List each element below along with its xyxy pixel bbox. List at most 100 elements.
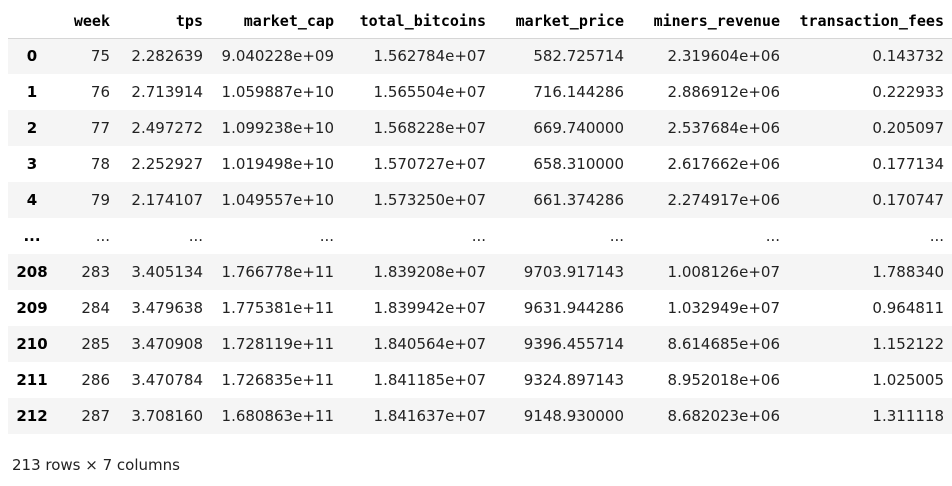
column-header-market-price: market_price — [494, 4, 632, 39]
cell-market-price: 582.725714 — [533, 47, 624, 66]
table-row: 4 79 2.174107 1.049557e+10 1.573250e+07 661.3… — [8, 182, 952, 218]
cell-transaction-fees: 0.143732 — [872, 47, 944, 66]
cell-market-cap: 1.019498e+10 — [221, 155, 334, 173]
cell-transaction-fees: 1.311118 — [872, 407, 944, 425]
cell-market-cap: 9.040228e+09 — [221, 47, 334, 66]
table-shape-note: 213 rows × 7 columns — [12, 456, 180, 474]
cell-market-price: ... — [609, 227, 624, 245]
row-index: 4 — [26, 191, 38, 209]
cell-market-cap: 1.680863e+11 — [221, 407, 334, 425]
index-header — [8, 4, 56, 39]
row-index: 212 — [16, 407, 48, 425]
row-index: 211 — [16, 371, 48, 389]
cell-week: 285 — [81, 335, 110, 353]
cell-week: 283 — [81, 263, 110, 281]
table-row: 211 286 3.470784 1.726835e+11 1.841185e+07 93… — [8, 362, 952, 398]
header-row: week tps market_cap total_bitcoins marke… — [8, 4, 952, 39]
cell-miners-revenue: 1.032949e+07 — [667, 299, 780, 317]
row-index: 0 — [26, 47, 38, 66]
column-header-transaction-fees: transaction_fees — [788, 4, 952, 39]
table-row: 209 284 3.479638 1.775381e+11 1.839942e+07 96… — [8, 290, 952, 326]
table-row: ........................ — [8, 218, 952, 254]
cell-miners-revenue: 8.952018e+06 — [667, 371, 780, 389]
cell-total-bitcoins: 1.562784e+07 — [373, 47, 486, 66]
cell-miners-revenue: 8.682023e+06 — [667, 407, 780, 425]
cell-miners-revenue: ... — [765, 227, 780, 245]
cell-market-price: 9703.917143 — [523, 263, 624, 281]
cell-market-price: 669.740000 — [533, 119, 624, 137]
cell-market-cap: 1.766778e+11 — [221, 263, 334, 281]
cell-total-bitcoins: 1.565504e+07 — [373, 83, 486, 101]
cell-market-price: 9631.944286 — [523, 299, 624, 317]
cell-week: 287 — [81, 407, 110, 425]
table-row: 1 76 2.713914 1.059887e+10 1.565504e+07 716.1… — [8, 74, 952, 110]
column-header-market-cap: market_cap — [211, 4, 342, 39]
cell-total-bitcoins: 1.573250e+07 — [373, 191, 486, 209]
cell-market-cap: 1.099238e+10 — [221, 119, 334, 137]
column-header-tps: tps — [118, 4, 211, 39]
cell-week: 79 — [90, 191, 110, 209]
cell-miners-revenue: 2.886912e+06 — [667, 83, 780, 101]
cell-miners-revenue: 1.008126e+07 — [667, 263, 780, 281]
table-row: 210 285 3.470908 1.728119e+11 1.840564e+07 93… — [8, 326, 952, 362]
table-row: 208 283 3.405134 1.766778e+11 1.839208e+07 97… — [8, 254, 952, 290]
cell-transaction-fees: 1.152122 — [872, 335, 944, 353]
cell-week: 78 — [90, 155, 110, 173]
column-header-total-bitcoins: total_bitcoins — [342, 4, 494, 39]
cell-market-price: 9148.930000 — [523, 407, 624, 425]
row-index: 209 — [16, 299, 48, 317]
cell-total-bitcoins: 1.839942e+07 — [373, 299, 486, 317]
cell-market-cap: 1.726835e+11 — [221, 371, 334, 389]
table-body: 0 75 2.282639 9.040228e+09 1.562784e+07 582.7… — [8, 38, 952, 434]
cell-tps: 2.252927 — [131, 155, 203, 173]
cell-transaction-fees: 1.025005 — [872, 371, 944, 389]
cell-week: 75 — [90, 47, 110, 66]
cell-week: 284 — [81, 299, 110, 317]
cell-tps: 2.497272 — [131, 119, 203, 137]
column-header-week: week — [56, 4, 118, 39]
cell-miners-revenue: 8.614685e+06 — [667, 335, 780, 353]
cell-market-price: 658.310000 — [533, 155, 624, 173]
row-index: 3 — [26, 155, 38, 173]
row-index: 208 — [16, 263, 48, 281]
cell-tps: 3.708160 — [131, 407, 203, 425]
cell-miners-revenue: 2.319604e+06 — [667, 47, 780, 66]
cell-tps: 2.174107 — [131, 191, 203, 209]
table-row: 3 78 2.252927 1.019498e+10 1.570727e+07 658.3… — [8, 146, 952, 182]
cell-total-bitcoins: 1.570727e+07 — [373, 155, 486, 173]
cell-miners-revenue: 2.274917e+06 — [667, 191, 780, 209]
cell-market-cap: 1.728119e+11 — [221, 335, 334, 353]
cell-week: 77 — [90, 119, 110, 137]
cell-market-price: 9396.455714 — [523, 335, 624, 353]
row-index: 2 — [26, 119, 38, 137]
dataframe-table: week tps market_cap total_bitcoins marke… — [8, 4, 952, 434]
cell-transaction-fees: 0.222933 — [872, 83, 944, 101]
cell-week: ... — [95, 227, 110, 245]
cell-tps: 3.470908 — [131, 335, 203, 353]
cell-tps: 3.470784 — [131, 371, 203, 389]
cell-transaction-fees: 0.177134 — [872, 155, 944, 173]
cell-tps: 3.479638 — [131, 299, 203, 317]
cell-tps: 3.405134 — [131, 263, 203, 281]
cell-market-price: 661.374286 — [533, 191, 624, 209]
cell-total-bitcoins: 1.568228e+07 — [373, 119, 486, 137]
cell-transaction-fees: 0.170747 — [872, 191, 944, 209]
cell-market-cap: 1.775381e+11 — [221, 299, 334, 317]
cell-tps: 2.713914 — [131, 83, 203, 101]
cell-market-price: 9324.897143 — [523, 371, 624, 389]
cell-total-bitcoins: 1.841637e+07 — [373, 407, 486, 425]
cell-transaction-fees: 0.964811 — [872, 299, 944, 317]
row-index: 210 — [16, 335, 48, 353]
cell-market-price: 716.144286 — [533, 83, 624, 101]
row-index: ... — [23, 227, 41, 245]
cell-tps: 2.282639 — [131, 47, 203, 66]
cell-total-bitcoins: 1.841185e+07 — [373, 371, 486, 389]
cell-total-bitcoins: 1.840564e+07 — [373, 335, 486, 353]
column-header-miners-revenue: miners_revenue — [632, 4, 788, 39]
cell-market-cap: 1.059887e+10 — [221, 83, 334, 101]
cell-transaction-fees: 0.205097 — [872, 119, 944, 137]
cell-market-cap: ... — [319, 227, 334, 245]
cell-total-bitcoins: ... — [471, 227, 486, 245]
row-index: 1 — [26, 83, 38, 101]
